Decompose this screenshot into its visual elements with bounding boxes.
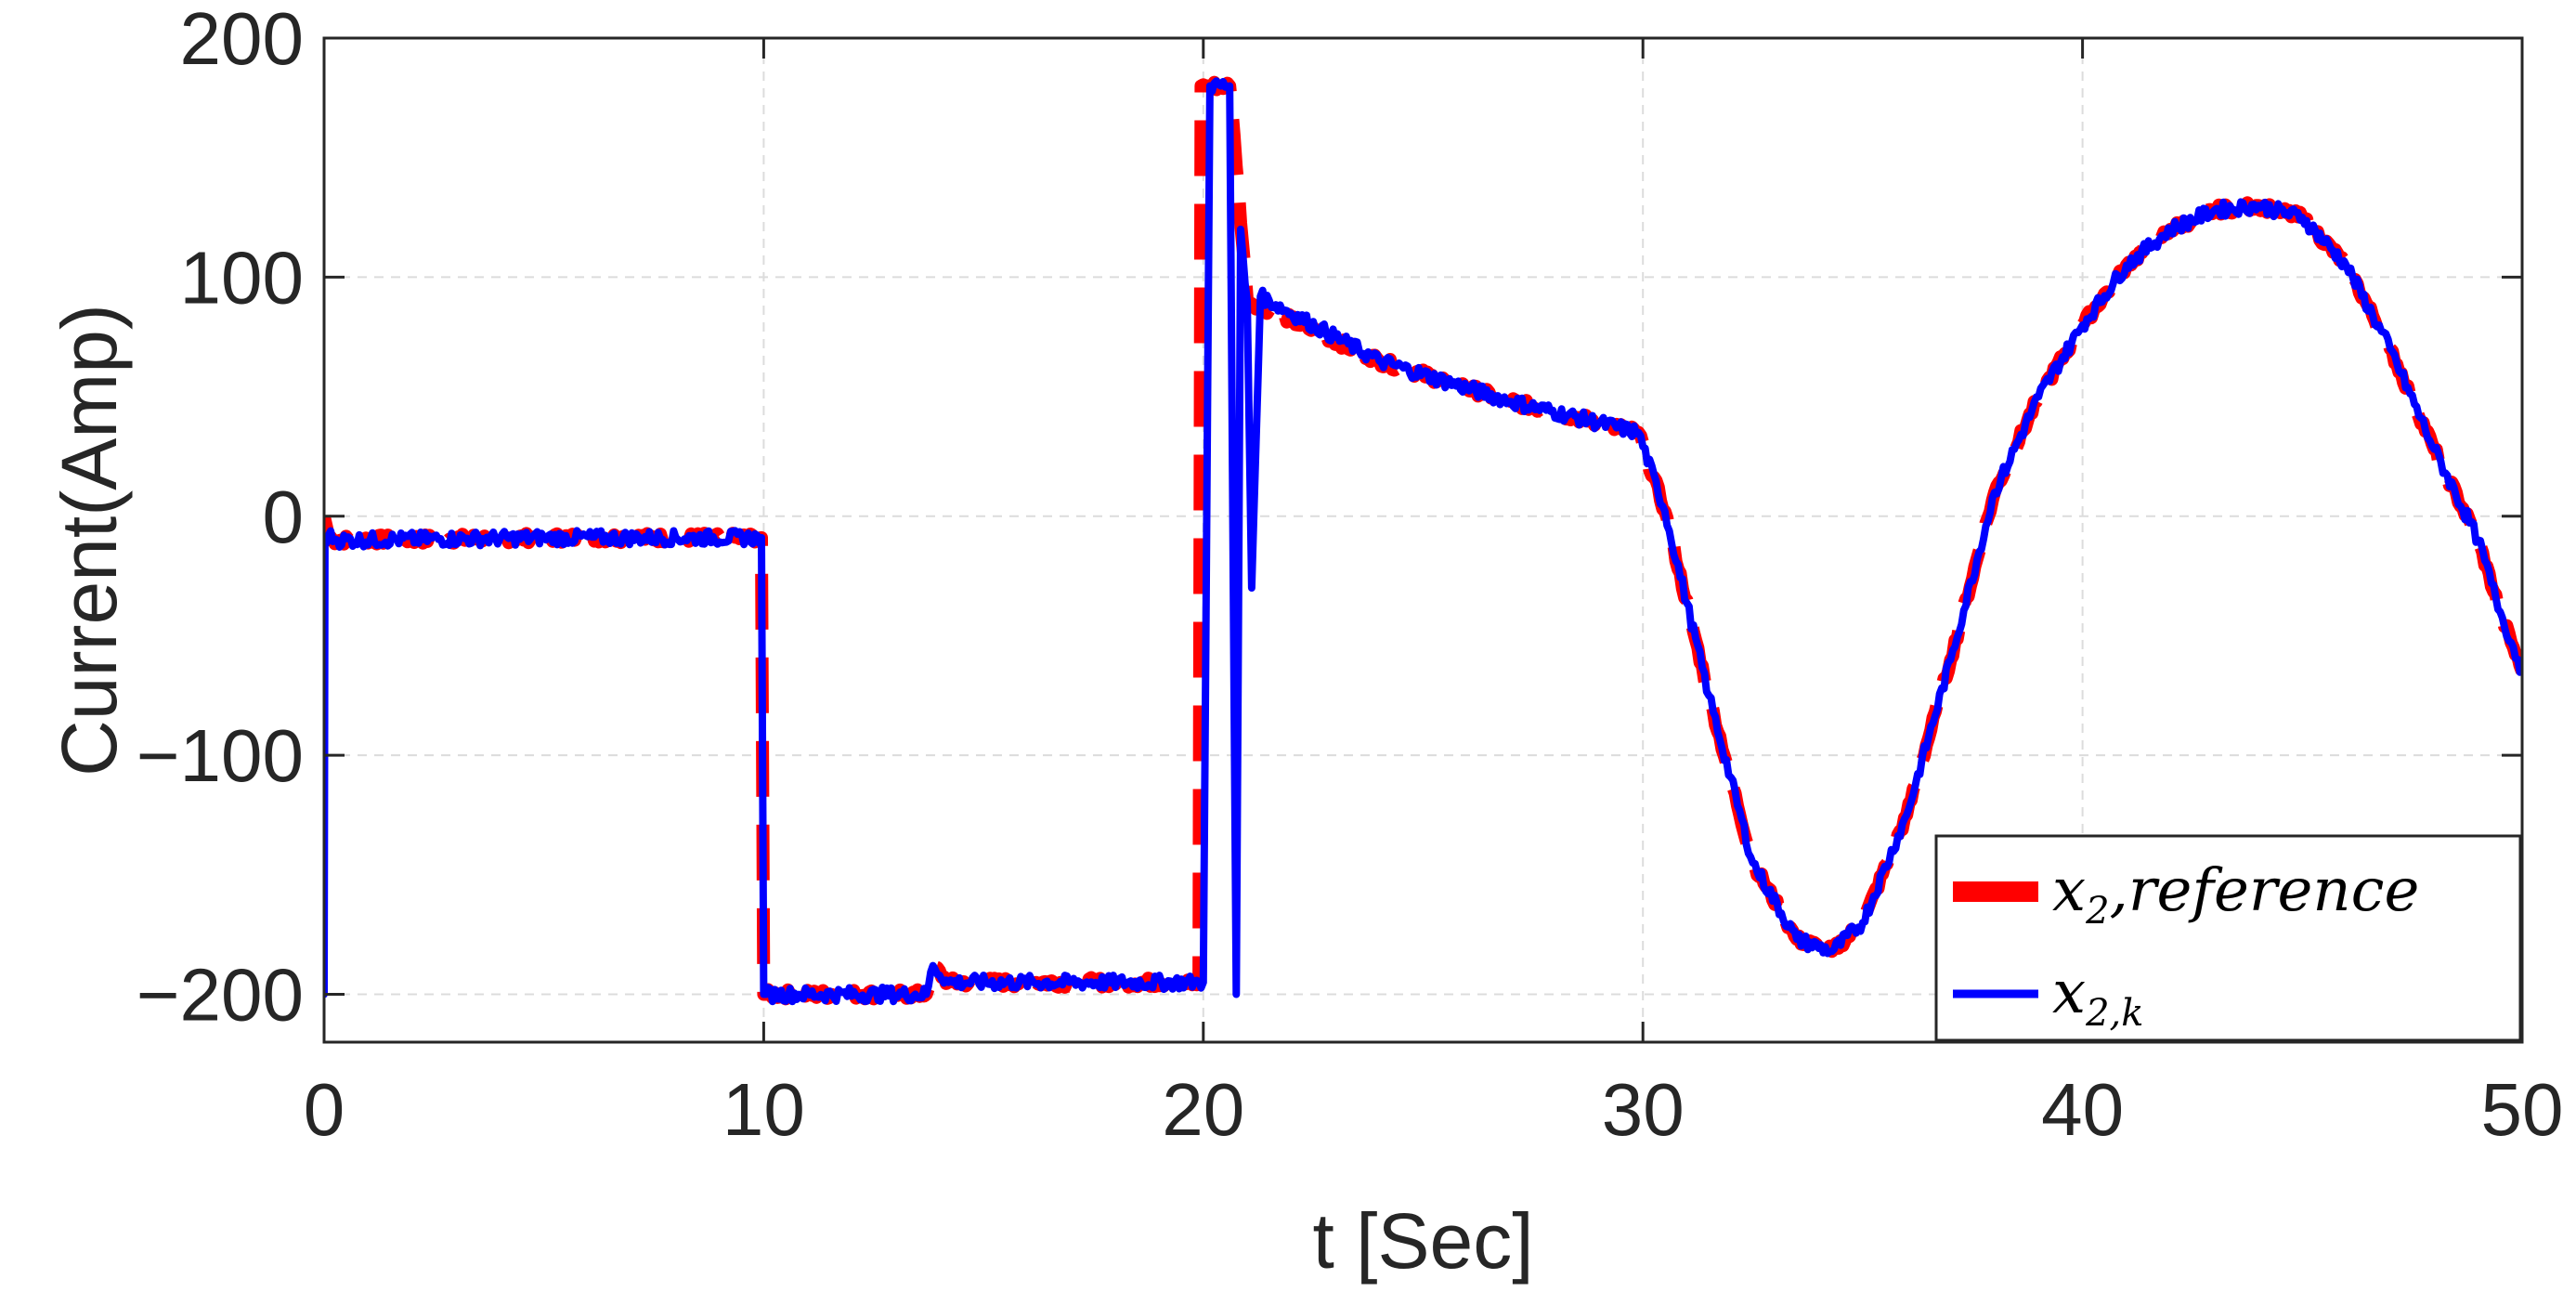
plot-frame [322,36,2524,1044]
legend-subscript-text: 2,k [2085,992,2143,1035]
y-tick-label: −100 [137,714,304,797]
x-tick-label: 0 [304,1068,345,1151]
x-tick-label: 40 [2041,1068,2124,1151]
y-tick-label: −200 [137,954,304,1037]
y-tick-label: 200 [180,0,304,80]
y-tick-label: 100 [180,236,304,319]
series-layer [324,75,2522,1006]
legend-box [1934,834,2522,1042]
x-tick-label: 50 [2481,1068,2564,1151]
legend-entry-label: x2,reference [2052,856,2419,933]
legend-main-text: x [2052,856,2086,925]
axis-ticks: 0 10 20 30 40 50 −200 −100 0 100 200 [137,0,2564,1151]
x-tick-label: 30 [1602,1068,1685,1151]
legend-main-text: x [2052,959,2086,1027]
x-tick-label: 10 [722,1068,805,1151]
y-axis-label: Current(Amp) [46,304,133,776]
x-tick-label: 20 [1162,1068,1244,1151]
legend-rest-text: ,reference [2110,856,2420,925]
legend-entry-label: x2,k [2052,959,2144,1035]
series-estimate-line [324,77,2522,1006]
x-axis-label: t [Sec] [1312,1197,1533,1285]
legend-subscript-text: 2 [2085,890,2109,933]
y-tick-label: 0 [263,476,305,558]
